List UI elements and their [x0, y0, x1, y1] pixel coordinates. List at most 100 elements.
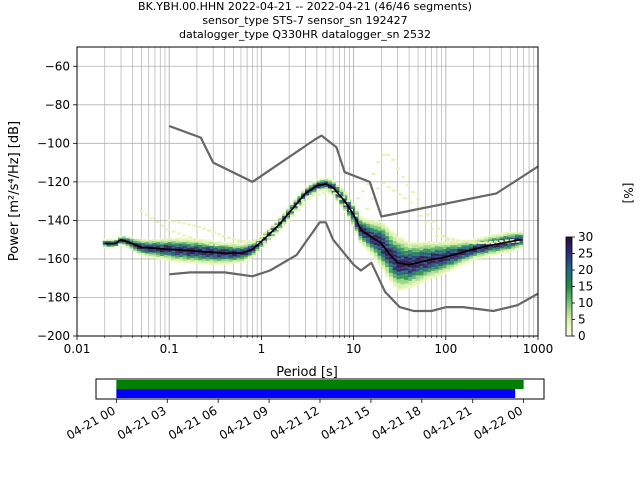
density-cell-faint: [166, 228, 171, 231]
density-cell: [217, 243, 222, 246]
density-cell-faint: [172, 220, 177, 223]
density-cell: [213, 249, 218, 252]
density-cell-faint: [351, 203, 356, 206]
density-cell: [171, 242, 176, 245]
y-axis: −200 −180 −160 −140 −120 −100 −80 −60: [37, 59, 77, 343]
density-cell-faint: [430, 220, 435, 223]
density-cell: [308, 190, 314, 193]
density-cell: [285, 216, 291, 220]
density-cell: [495, 244, 501, 248]
density-cell: [297, 201, 302, 204]
density-cell: [465, 247, 470, 250]
density-cell-faint: [425, 213, 430, 216]
density-cell: [354, 216, 359, 220]
density-cell: [392, 271, 398, 274]
density-cell: [266, 231, 272, 234]
density-cell: [358, 220, 363, 223]
density-cell: [457, 262, 462, 265]
density-cell: [137, 241, 142, 244]
density-cell-faint: [198, 240, 203, 243]
density-cell: [190, 261, 195, 264]
density-cell: [221, 249, 226, 252]
density-cell: [446, 260, 451, 263]
density-cell: [411, 278, 417, 281]
series-noise-model-high: [168, 124, 538, 218]
density-cell: [385, 270, 390, 273]
density-cell: [408, 253, 413, 256]
density-cell-faint: [456, 239, 461, 242]
density-cell: [400, 268, 405, 271]
density-cell: [404, 281, 409, 284]
density-cell: [106, 246, 111, 249]
density-cell: [438, 254, 443, 257]
density-cell: [423, 246, 428, 249]
density-cell: [190, 257, 195, 260]
density-cell: [438, 261, 443, 265]
density-cell: [488, 248, 493, 251]
density-cell: [377, 238, 382, 241]
density-cell: [408, 265, 413, 268]
density-cell: [499, 236, 504, 239]
density-cell: [457, 246, 462, 250]
density-cell: [427, 244, 432, 248]
density-cell: [404, 279, 409, 282]
density-cell: [400, 251, 405, 254]
density-cell: [209, 245, 214, 248]
density-cell: [182, 243, 188, 246]
colorbar-tick-label: 15: [578, 280, 593, 294]
density-cell: [434, 255, 439, 258]
density-cell: [369, 237, 375, 240]
density-cell-faint: [490, 242, 495, 245]
density-cell: [133, 248, 138, 251]
density-cell: [213, 245, 218, 248]
density-cell: [388, 280, 394, 283]
density-cell: [301, 196, 306, 200]
density-cell-faint: [391, 158, 396, 161]
density-cell: [385, 268, 390, 271]
density-cell: [377, 224, 382, 227]
density-cell: [179, 237, 184, 240]
density-cell: [495, 237, 501, 240]
y-tick-label: −100: [37, 136, 70, 150]
density-cell: [190, 240, 195, 243]
density-cell: [446, 245, 451, 248]
density-cell: [385, 243, 390, 246]
density-cell: [305, 187, 310, 190]
density-cell: [503, 251, 508, 254]
density-cell: [369, 251, 375, 254]
density-cell: [427, 271, 432, 275]
density-cell-faint: [150, 217, 155, 220]
density-cell: [457, 245, 462, 248]
density-cell: [339, 199, 344, 202]
density-cell: [354, 211, 359, 214]
colorbar-tick-label: 5: [578, 313, 586, 327]
density-cell: [335, 186, 340, 189]
density-cell: [457, 258, 462, 261]
density-cell: [495, 246, 501, 249]
density-cell-faint: [485, 242, 490, 245]
density-cell: [224, 250, 230, 254]
density-cell: [358, 222, 363, 225]
series-noise-model-low: [169, 221, 538, 313]
density-cell: [423, 254, 428, 257]
density-cell: [213, 260, 218, 264]
density-cell: [392, 281, 398, 284]
density-cell: [472, 240, 478, 243]
density-cell: [201, 239, 207, 242]
density-cell-faint: [241, 240, 246, 243]
density-cell: [388, 266, 394, 269]
density-cell: [209, 262, 214, 266]
density-cell: [499, 247, 504, 251]
density-cell-faint: [246, 240, 251, 243]
density-cell: [465, 256, 470, 260]
density-cell: [476, 250, 481, 254]
density-cell: [453, 258, 459, 261]
density-cell: [209, 239, 214, 242]
density-cell: [392, 260, 398, 263]
density-cell: [419, 246, 424, 249]
density-cell-faint: [197, 225, 202, 228]
density-cell-faint: [488, 241, 493, 244]
density-cell: [232, 250, 237, 253]
density-cell: [396, 284, 401, 287]
density-cell: [514, 238, 520, 241]
